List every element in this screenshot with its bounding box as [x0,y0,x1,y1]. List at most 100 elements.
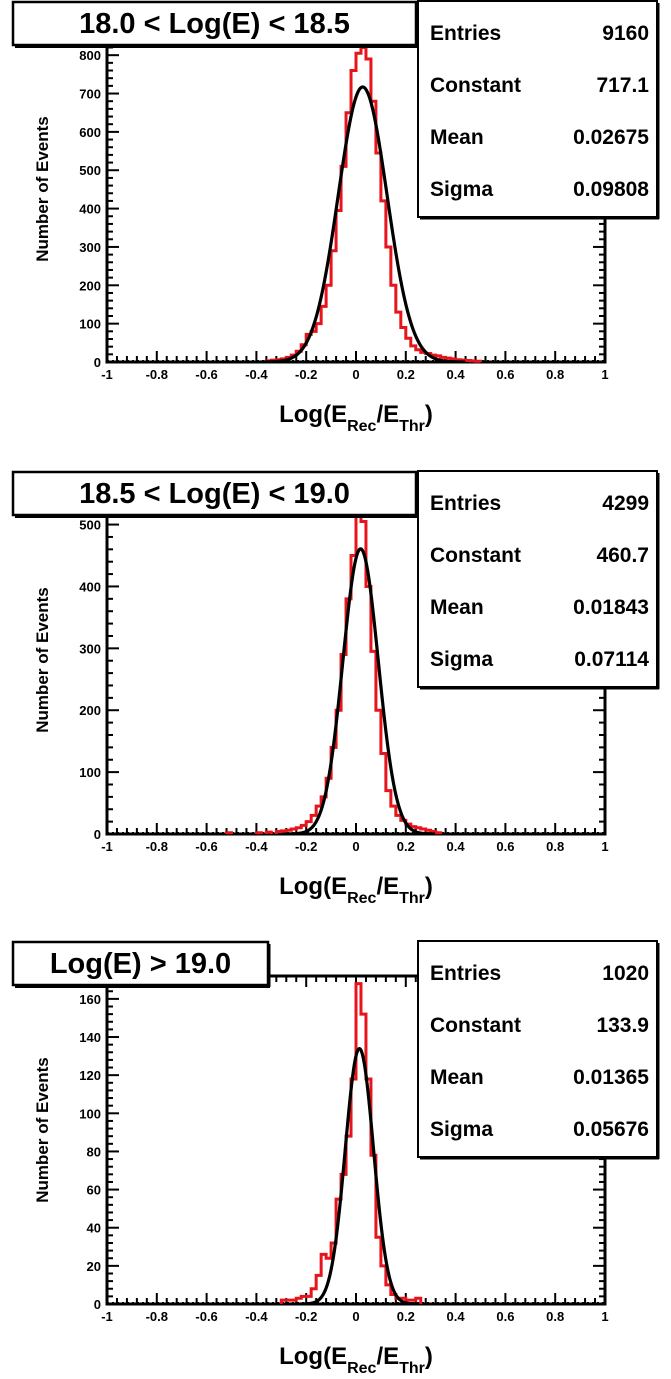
gaussian-fit-curve [260,85,466,364]
x-tick-label: 0.4 [447,1309,466,1324]
title-box-frame [11,940,270,987]
x-tick-label: -0.6 [195,839,217,854]
stats-label-constant: Constant [430,74,521,97]
x-axis-label-part-5: ) [425,873,433,900]
x-tick-label: -0.8 [146,367,168,382]
title-box: 18.5 < Log(E) < 19.0 [11,470,419,518]
x-tick-label: -0.4 [245,839,268,854]
chart-title: 18.0 < Log(E) < 18.5 [79,8,350,40]
x-tick-label: 0.4 [447,367,466,382]
x-axis-label-part-1: Log(E [279,1343,347,1370]
stats-value-sigma: 0.07114 [574,648,649,671]
x-axis-label-part-3: /E [376,873,399,900]
x-tick-label: -0.8 [146,839,168,854]
stats-value-sigma: 0.05676 [573,1118,649,1141]
x-tick-label: -0.4 [245,1309,268,1324]
x-tick-label: 0.6 [496,839,514,854]
y-axis-label: Number of Events [33,116,52,261]
stats-label-mean: Mean [430,1066,484,1089]
x-axis-label-part-3: /E [376,1343,399,1370]
y-axis-label: Number of Events [33,1057,52,1202]
x-tick-label: 0.6 [496,1309,514,1324]
stats-label-mean: Mean [430,596,484,619]
stats-box: Entries 9160 Constant 717.1 Mean 0.02675 Sigma… [417,0,660,220]
y-tick-label: 20 [87,1259,101,1274]
gaussian-fit-curve [300,1047,419,1306]
x-tick-label: 0.2 [397,839,415,854]
y-tick-label: 700 [79,87,101,102]
chart-title: Log(E) > 19.0 [50,948,231,980]
y-tick-label: 300 [79,240,101,255]
stats-value-constant: 133.9 [596,1014,649,1037]
x-tick-label: 0 [352,1309,359,1324]
y-tick-label: 100 [79,1106,101,1121]
x-axis-label-part-3: /E [376,401,399,428]
x-axis-label-part-5: ) [425,1343,433,1370]
stats-box: Entries 1020 Constant 133.9 Mean 0.01365 Sigma… [417,940,660,1160]
stats-value-mean: 0.01843 [573,596,649,619]
stats-box: Entries 4299 Constant 460.7 Mean 0.01843 Sigma… [417,470,660,690]
x-tick-label: -1 [101,1309,113,1324]
y-tick-label: 0 [94,355,101,370]
x-tick-label: -0.8 [146,1309,168,1324]
x-tick-label: -0.2 [295,839,317,854]
stats-value-entries: 9160 [602,22,649,45]
y-tick-label: 800 [79,48,101,63]
stats-value-entries: 4299 [602,492,649,515]
x-axis-label-part-2: Rec [347,890,376,907]
histogram-red [279,982,423,1304]
x-tick-label: 0 [352,367,359,382]
gaussian-fit-curve [286,547,436,836]
x-tick-label: -0.4 [245,367,268,382]
stats-label-constant: Constant [430,1014,521,1037]
y-tick-label: 200 [79,278,101,293]
x-tick-label: -1 [101,839,113,854]
chart-title: 18.5 < Log(E) < 19.0 [79,478,350,510]
y-tick-label: 60 [87,1183,101,1198]
title-box-frame [11,0,418,47]
x-axis-label: Log(ERec/EThr) [279,401,433,435]
x-axis-label: Log(ERec/EThr) [279,1343,433,1377]
stats-value-entries: 1020 [602,962,649,985]
x-tick-label: -1 [101,367,113,382]
y-tick-label: 500 [79,518,101,533]
y-axis-label: Number of Events [33,587,52,732]
y-tick-label: 400 [79,579,101,594]
x-axis-label-part-4: Thr [399,418,425,435]
y-tick-label: 0 [94,827,101,842]
y-tick-label: 0 [94,1297,101,1312]
x-tick-label: -0.2 [295,367,317,382]
x-tick-label: 1 [601,367,608,382]
y-tick-label: 160 [79,992,101,1007]
x-tick-label: 0 [352,839,359,854]
chart-panel-2: -1 -0.8 -0.6 -0.4 -0.2 0 0.2 0.4 0.6 0.8 1 0 100 200 3… [11,470,660,907]
y-tick-label: 40 [87,1221,101,1236]
histogram-red [225,510,443,835]
stats-label-constant: Constant [430,544,521,567]
stats-value-constant: 460.7 [596,544,649,567]
title-box: Log(E) > 19.0 [11,940,271,988]
x-tick-label: 0.6 [496,367,514,382]
stats-value-sigma: 0.09808 [573,178,649,201]
x-tick-label: 0.8 [546,839,564,854]
x-axis-label-part-2: Rec [347,418,376,435]
title-box: 18.0 < Log(E) < 18.5 [11,0,419,48]
x-tick-label: 0.2 [397,367,415,382]
x-axis-label: Log(ERec/EThr) [279,873,433,907]
stats-label-sigma: Sigma [430,1118,493,1141]
x-axis-label-part-5: ) [425,401,433,428]
x-tick-label: 1 [601,1309,608,1324]
stats-label-sigma: Sigma [430,648,493,671]
y-tick-label: 140 [79,1030,101,1045]
chart-panel-1: -1 -0.8 -0.6 -0.4 -0.2 0 0.2 0.4 0.6 0.8 1 0 100 200 3… [11,0,660,435]
y-tick-label: 400 [79,202,101,217]
x-axis-label-part-2: Rec [347,1360,376,1377]
chart-panel-3: -1 -0.8 -0.6 -0.4 -0.2 0 0.2 0.4 0.6 0.8 102040608… [11,940,660,1377]
stats-label-mean: Mean [430,126,484,149]
x-axis-label-part-4: Thr [399,890,425,907]
x-axis-label-part-1: Log(E [279,873,347,900]
x-tick-label: 0.4 [447,839,466,854]
stats-value-mean: 0.02675 [573,126,649,149]
x-tick-label: -0.6 [195,1309,217,1324]
